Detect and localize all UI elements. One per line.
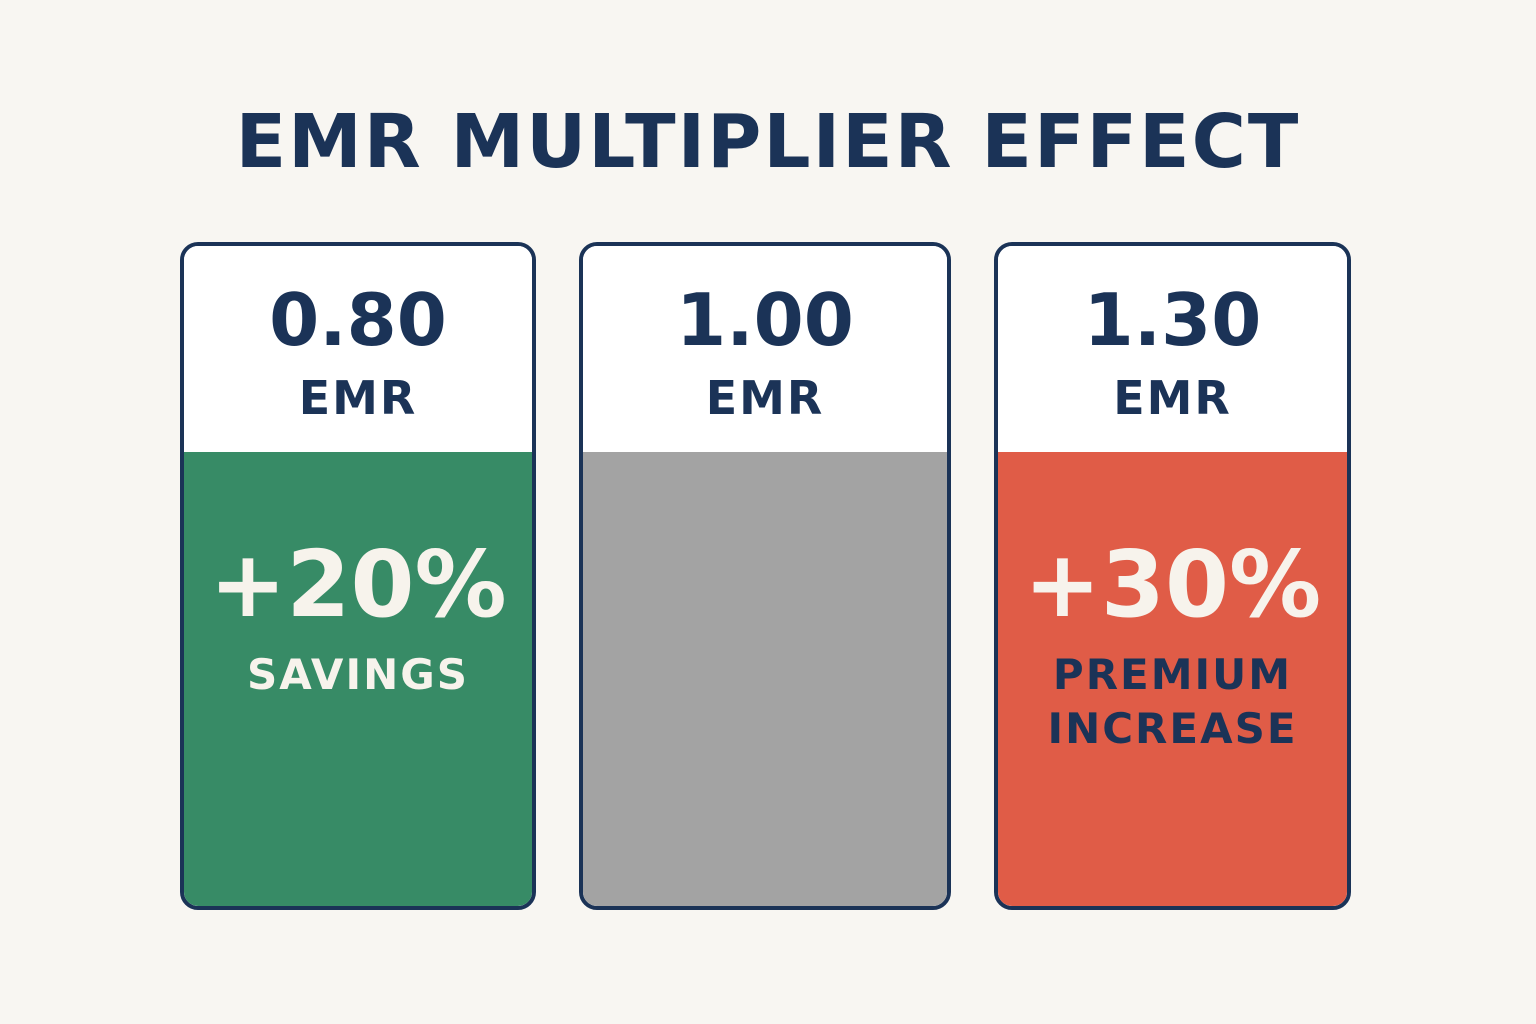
emr-unit-label: EMR — [1113, 371, 1232, 425]
emr-card-high: 1.30 EMR +30% PREMIUM INCREASE — [994, 242, 1351, 910]
card-header: 1.30 EMR — [998, 246, 1347, 452]
emr-unit-label: EMR — [705, 371, 825, 425]
emr-value: 1.00 — [676, 278, 854, 362]
caption-line-1: PREMIUM — [1052, 650, 1293, 699]
emr-value: 1.30 — [1083, 278, 1262, 362]
diagram-title: EMR MULTIPLIER EFFECT — [235, 99, 1301, 185]
emr-card-neutral: 1.00 EMR — [579, 242, 951, 910]
caption-line-1: SAVINGS — [247, 650, 469, 699]
card-header: 1.00 EMR — [583, 246, 947, 452]
card-header: 0.80 EMR — [184, 246, 532, 452]
change-percent: +20% — [209, 531, 507, 638]
card-fill: +30% PREMIUM INCREASE — [998, 452, 1347, 906]
change-percent: +30% — [1023, 531, 1322, 638]
emr-value: 0.80 — [269, 278, 447, 362]
card-fill — [583, 452, 947, 906]
emr-unit-label: EMR — [298, 371, 418, 425]
change-caption: SAVINGS — [184, 648, 532, 702]
caption-line-2: INCREASE — [1047, 704, 1298, 753]
card-fill: +20% SAVINGS — [184, 452, 532, 906]
emr-card-low: 0.80 EMR +20% SAVINGS — [180, 242, 536, 910]
change-caption: PREMIUM INCREASE — [998, 648, 1347, 756]
